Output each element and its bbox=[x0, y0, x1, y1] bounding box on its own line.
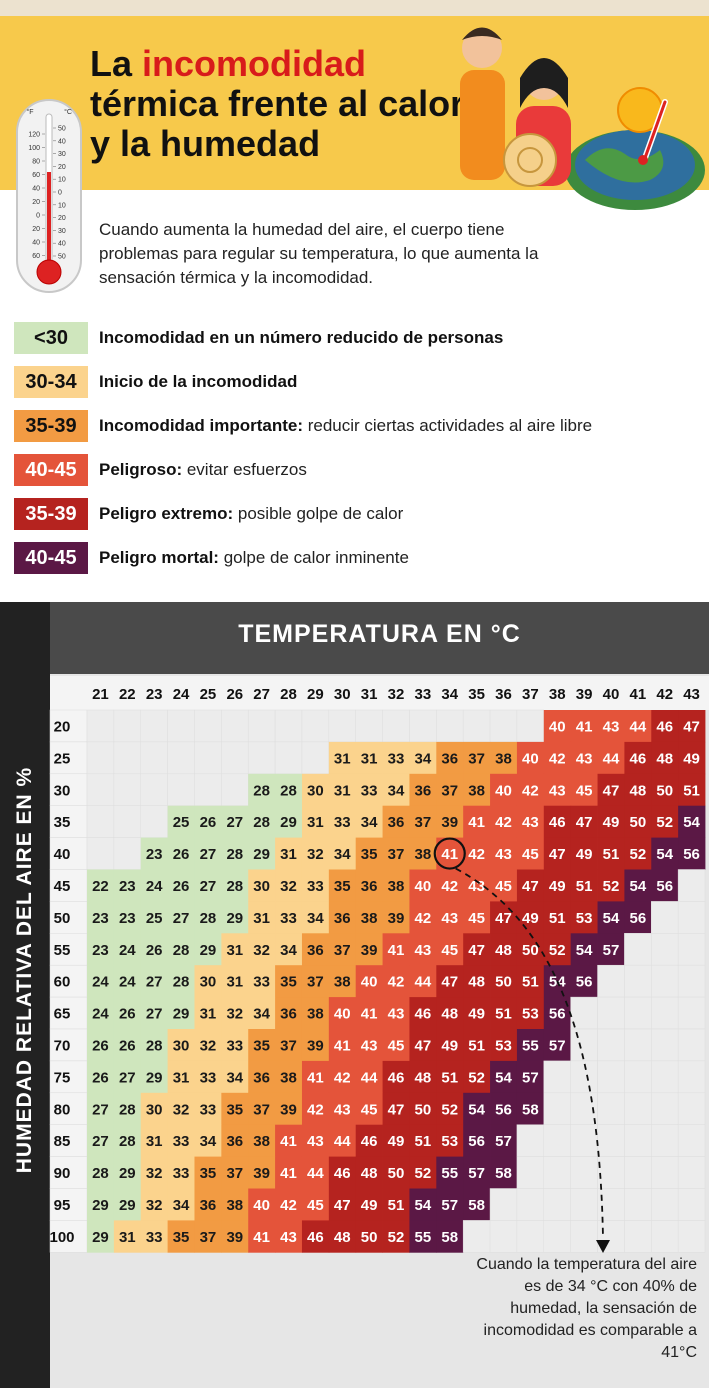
thermo-c-tick: 30 bbox=[58, 151, 66, 158]
thermo-c-tick: 50 bbox=[58, 126, 66, 133]
legend-range-badge: 40-45 bbox=[14, 542, 88, 574]
thermo-f-tick: 40 bbox=[32, 240, 40, 247]
legend-description: Peligroso: evitar esfuerzos bbox=[99, 460, 307, 479]
thermo-f-tick: 120 bbox=[28, 132, 40, 139]
thermo-f-tick: 80 bbox=[32, 159, 40, 166]
header-texture-strip bbox=[0, 0, 709, 16]
x-axis-title: TEMPERATURA EN °C bbox=[238, 620, 521, 648]
thermo-f-tick: 60 bbox=[32, 253, 40, 260]
thermo-c-tick: 0 bbox=[58, 190, 62, 197]
thermo-f-tick: 40 bbox=[32, 186, 40, 193]
legend-range-badge: <30 bbox=[14, 322, 88, 354]
legend-range-badge: 40-45 bbox=[14, 454, 88, 486]
people-earth-illustration bbox=[460, 27, 705, 210]
thermo-f-tick: 0 bbox=[36, 213, 40, 220]
thermo-c-tick: 40 bbox=[58, 138, 66, 145]
legend-description: Peligro extremo: posible golpe de calor bbox=[99, 504, 404, 523]
thermo-f-tick: 20 bbox=[32, 226, 40, 233]
page-title: La incomodidad térmica frente al calor y … bbox=[90, 44, 470, 164]
title-pre: La bbox=[90, 43, 143, 84]
thermo-c-tick: 20 bbox=[58, 164, 66, 171]
thermo-c-tick: 10 bbox=[58, 202, 66, 209]
legend-description: Inicio de la incomodidad bbox=[99, 372, 298, 391]
thermo-c-tick: 40 bbox=[58, 241, 66, 248]
thermo-c-tick: 30 bbox=[58, 228, 66, 235]
legend-range-badge: 30-34 bbox=[14, 366, 88, 398]
thermo-c-tick: 50 bbox=[58, 254, 66, 261]
thermo-c-label: °C bbox=[64, 108, 72, 116]
thermo-f-tick: 60 bbox=[32, 172, 40, 179]
thermometer-icon: °F °C 1201008060402002040605040302010010… bbox=[16, 99, 82, 293]
intro-text: Cuando aumenta la humedad del aire, el c… bbox=[99, 220, 539, 287]
legend-range-badge: 35-39 bbox=[14, 410, 88, 442]
title-highlight: incomodidad bbox=[142, 43, 367, 84]
thermo-c-tick: 10 bbox=[58, 177, 66, 184]
title-rest: térmica frente al calor y la humedad bbox=[90, 83, 465, 164]
thermo-c-tick: 20 bbox=[58, 215, 66, 222]
thermo-f-tick: 20 bbox=[32, 199, 40, 206]
thermo-f-tick: 100 bbox=[28, 145, 40, 152]
annotation-text: Cuando la temperatura del aire es de 34 … bbox=[476, 1256, 697, 1361]
y-axis-label: HUMEDAD RELATIVA DEL AIRE EN % bbox=[13, 766, 36, 1174]
legend-description: Incomodidad importante: reducir ciertas … bbox=[99, 416, 593, 435]
legend-description: Peligro mortal: golpe de calor inminente bbox=[99, 548, 409, 567]
legend-range-badge: 35-39 bbox=[14, 498, 88, 530]
temperature-axis-band bbox=[50, 602, 709, 674]
thermo-f-label: °F bbox=[26, 108, 33, 116]
humidity-axis-band bbox=[0, 602, 50, 1388]
legend-description: Incomodidad en un número reducido de per… bbox=[99, 328, 504, 347]
